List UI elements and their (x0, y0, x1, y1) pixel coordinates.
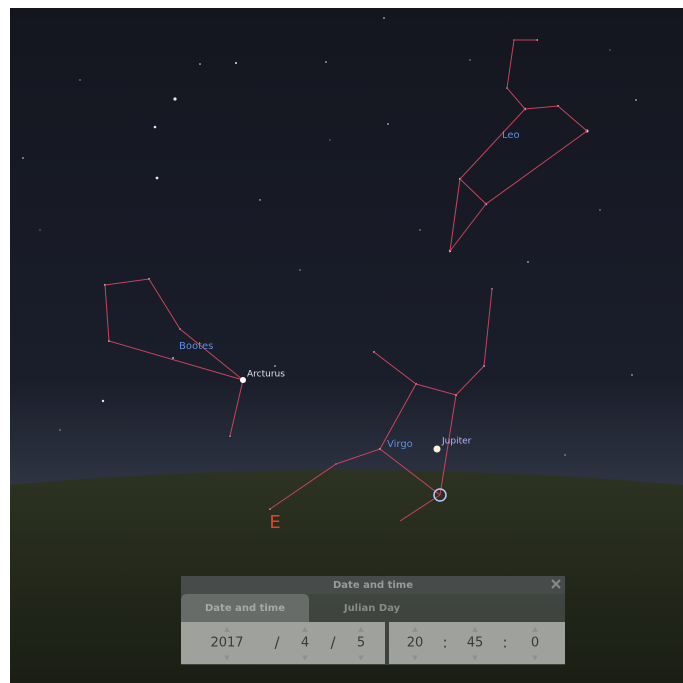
star (172, 357, 174, 359)
spin-up[interactable]: ▲ (224, 625, 230, 633)
star (173, 97, 176, 100)
star (387, 123, 389, 125)
star (527, 261, 529, 263)
spin-value[interactable]: 0 (531, 636, 539, 651)
star (259, 199, 260, 200)
star (635, 99, 637, 101)
date-time-dialog: Date and time Date and time Julian Day ▲… (181, 576, 565, 665)
star (274, 365, 276, 367)
dialog-title: Date and time (333, 580, 413, 591)
spin-down[interactable]: ▼ (358, 654, 364, 662)
star (383, 17, 385, 19)
star (299, 269, 300, 270)
star (631, 374, 632, 375)
star (154, 126, 157, 129)
cardinal-point: E (269, 512, 280, 533)
star (610, 50, 611, 51)
spin-down[interactable]: ▼ (472, 654, 478, 662)
constellation-label: Leo (502, 130, 520, 141)
spin-down[interactable]: ▼ (224, 654, 230, 662)
spin-down[interactable]: ▼ (532, 654, 538, 662)
star (22, 157, 24, 159)
separator: : (442, 634, 447, 652)
screen: Leo Bootes Virgo Arcturus Jupiter E Date… (0, 0, 683, 683)
spin-down[interactable]: ▼ (302, 654, 308, 662)
star (330, 140, 331, 141)
star (156, 177, 159, 180)
spin-value[interactable]: 20 (407, 636, 424, 651)
star-label: Arcturus (247, 370, 285, 380)
planet-label: Jupiter (441, 437, 472, 447)
spin-down[interactable]: ▼ (412, 654, 418, 662)
star (40, 230, 41, 231)
star (59, 429, 60, 430)
spin-up[interactable]: ▲ (358, 625, 364, 633)
constellation-label: Bootes (179, 341, 213, 352)
arcturus-star (240, 377, 246, 383)
tab-label[interactable]: Date and time (205, 603, 285, 614)
star (79, 79, 80, 80)
star (599, 209, 600, 210)
spin-value[interactable]: 4 (301, 636, 309, 651)
spin-up[interactable]: ▲ (412, 625, 418, 633)
star (419, 229, 420, 230)
jupiter-planet (434, 446, 441, 453)
star (564, 454, 565, 455)
star (325, 61, 327, 63)
separator: : (502, 634, 507, 652)
spin-up[interactable]: ▲ (472, 625, 478, 633)
constellation-label: Virgo (387, 439, 413, 450)
star (469, 59, 470, 60)
tab-label[interactable]: Julian Day (343, 603, 401, 614)
star (199, 63, 201, 65)
spin-value[interactable]: 45 (467, 636, 484, 651)
spin-up[interactable]: ▲ (532, 625, 538, 633)
spin-value[interactable]: 5 (357, 636, 365, 651)
star (102, 400, 104, 402)
spin-value[interactable]: 2017 (210, 636, 243, 651)
star (235, 62, 237, 64)
spin-up[interactable]: ▲ (302, 625, 308, 633)
